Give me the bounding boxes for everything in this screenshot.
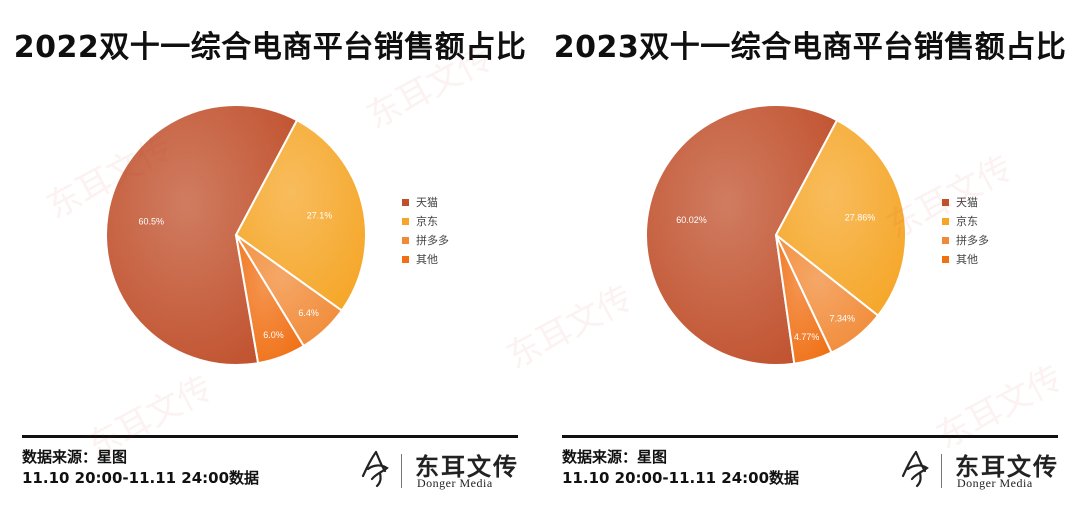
pie-slice-1 [105,104,299,366]
brand-name-en: Donger Media [957,476,1033,490]
source-text: 数据来源：星图 [562,448,668,466]
footer-divider [22,435,518,438]
slice-value-label: 6.4% [298,308,319,318]
brand-mark-icon [901,450,929,488]
legend-swatch [402,199,409,206]
legend-swatch [402,256,409,263]
chart-title: 2023双十一综合电商平台销售额占比 [553,30,1067,65]
pie-slice-4 [235,234,306,365]
legend-swatch [402,237,409,244]
legend-label: 其他 [956,253,978,266]
legend-label: 天猫 [416,196,438,209]
slice-value-label: 6.0% [263,330,284,340]
legend-label: 拼多多 [416,233,449,247]
period-text: 11.10 20:00-11.11 24:00数据 [22,469,260,487]
pie-slice-1 [645,104,839,367]
slice-value-label: 60.5% [139,216,165,226]
pie-slice-4 [775,234,833,365]
slice-value-label: 27.1% [307,210,333,220]
legend-label: 天猫 [956,196,978,209]
brand-name-cn: 东耳文传 [955,452,1059,481]
chart-panel-2022: 2022双十一综合电商平台销售额占比 60.5% 27.1% 6.4% 6.0% 天猫京… [13,30,527,493]
slice-value-label: 27.86% [845,212,876,222]
source-note: 数据来源：星图 11.10 20:00-11.11 24:00数据 [562,447,799,489]
brand-name-en: Donger Media [417,476,493,490]
legend-label: 京东 [416,214,438,228]
pie-slice-2 [234,118,367,312]
legend-swatch [942,218,949,225]
brand-name-cn: 东耳文传 [415,452,519,481]
chart-title: 2022双十一综合电商平台销售额占比 [13,30,527,65]
source-note: 数据来源：星图 11.10 20:00-11.11 24:00数据 [22,447,259,489]
logo-separator [941,454,942,488]
legend-swatch [402,218,409,225]
legend-label: 京东 [956,214,978,228]
legend-swatch [942,256,949,263]
legend-label: 拼多多 [956,233,989,247]
brand-mark-icon [361,450,389,488]
legend-label: 其他 [416,253,438,266]
footer-divider [562,435,1058,438]
period-text: 11.10 20:00-11.11 24:00数据 [562,469,800,487]
legend-swatch [942,199,949,206]
chart-panel-2023: 2023双十一综合电商平台销售额占比 60.02% 27.86% 7.34% 4.77… [540,0,1080,512]
pie-slice-2 [774,118,907,317]
logo-separator [401,454,402,488]
legend-swatch [942,237,949,244]
source-text: 数据来源：星图 [22,448,128,466]
slice-value-label: 60.02% [676,215,707,225]
slice-value-label: 7.34% [830,313,856,323]
slice-value-label: 4.77% [794,332,820,342]
brand-logo: 东耳文传 Donger Media [360,449,520,493]
brand-logo: 东耳文传 Donger Media [900,449,1060,493]
